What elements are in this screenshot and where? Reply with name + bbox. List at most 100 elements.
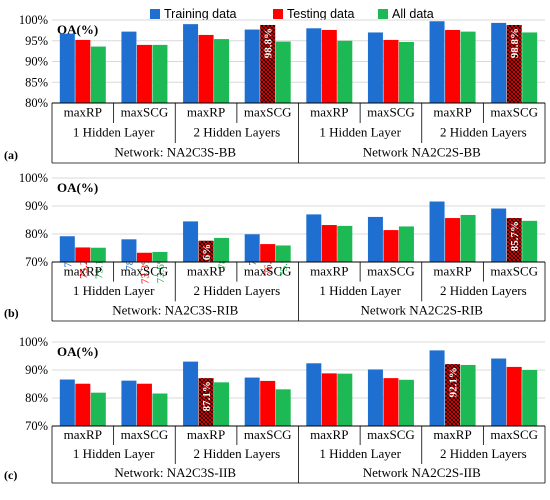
bar (398, 41, 414, 103)
data-label: 83.1% (278, 392, 290, 420)
bar (275, 41, 291, 103)
x-tick-label: maxSCG (490, 263, 538, 278)
data-label: 99.7% (432, 24, 444, 52)
data-label: 91.6% (432, 205, 444, 233)
bar (152, 393, 168, 426)
bar (337, 40, 353, 103)
bar (244, 377, 260, 426)
bar (121, 380, 137, 426)
data-label: 75.9% (278, 248, 290, 276)
bar (506, 366, 522, 426)
x-tick-label: maxSCG (244, 427, 292, 442)
bar (367, 216, 383, 262)
data-label: 98.8% (509, 28, 521, 58)
bar (321, 373, 337, 426)
y-tick-label: 70% (25, 419, 48, 433)
data-label: 82.7% (401, 229, 413, 257)
bar (383, 378, 399, 426)
network-label: Network: NA2C3S-IIB (114, 465, 236, 480)
bar (183, 361, 199, 426)
x-tick-label: maxRP (310, 427, 348, 442)
bar (337, 225, 353, 262)
network-label: Network NA2C2S-BB (363, 145, 481, 160)
legend-swatch (378, 9, 388, 19)
x-tick-label: maxRP (64, 427, 102, 442)
bar (506, 218, 522, 262)
bar (136, 252, 152, 262)
data-label: 81.6% (155, 397, 167, 425)
y-tick-label: 80% (25, 391, 48, 405)
data-label: 87.0% (309, 217, 321, 245)
y-tick-label: 100% (19, 335, 48, 349)
data-label: 83.2% (324, 228, 336, 256)
y-tick-label: 80% (25, 96, 48, 110)
data-label: 98.8% (263, 28, 275, 58)
data-label: 97.2% (124, 35, 136, 63)
x-tick-label: maxSCG (490, 105, 538, 120)
data-label: 86.2% (124, 384, 136, 412)
bar (429, 350, 445, 426)
x-tick-label: maxRP (433, 263, 471, 278)
group-label: 1 Hidden Layer (73, 446, 155, 461)
data-label: 79.9% (247, 237, 259, 265)
data-label: 98.0% (309, 31, 321, 59)
panel-label: (b) (4, 306, 19, 320)
bar (198, 34, 214, 103)
bar (398, 379, 414, 426)
data-label: 94.0% (155, 48, 167, 76)
bar (491, 22, 507, 104)
bar (75, 383, 91, 426)
data-label: 90.0% (525, 373, 537, 401)
bar (75, 247, 91, 262)
data-label: 96.7% (62, 37, 74, 65)
bar (337, 373, 353, 426)
bar (244, 29, 260, 104)
data-label: 94.1% (494, 362, 506, 390)
bar (460, 214, 476, 262)
data-label: 97.6% (324, 33, 336, 61)
data-label: 89.1% (494, 212, 506, 240)
bar (90, 46, 106, 103)
data-label: 95.0% (340, 44, 352, 72)
bar (59, 379, 75, 426)
x-tick-label: maxRP (433, 105, 471, 120)
data-label: 79.2% (62, 239, 74, 267)
data-label: 86.1% (370, 220, 382, 248)
legend: Training data Testing data All data (150, 7, 434, 21)
data-label: 86.5% (401, 383, 413, 411)
group-label: 2 Hidden Layers (194, 125, 281, 140)
data-label: 85.7% (509, 221, 521, 251)
bar (244, 234, 260, 262)
bar (306, 214, 322, 262)
bar (198, 378, 214, 426)
bar (306, 28, 322, 103)
y-tick-label: 85% (25, 75, 48, 89)
bar (321, 225, 337, 262)
chart-panel: 70%80%90%100%OA(%)79.2% 75.2% 75.1% 78.1% 73… (4, 171, 546, 322)
bar (398, 226, 414, 262)
data-label: 81.4% (386, 233, 398, 261)
bar (75, 39, 91, 103)
data-label: 86.8% (463, 218, 475, 246)
data-label: 94.8% (278, 45, 290, 73)
bar (214, 382, 230, 426)
x-tick-label: maxRP (187, 427, 225, 442)
data-label: 90.2% (370, 372, 382, 400)
x-tick-label: maxRP (64, 105, 102, 120)
data-label: 97.6% (448, 33, 460, 61)
group-label: 2 Hidden Layers (440, 283, 527, 298)
bar (183, 221, 199, 262)
data-label: 76.4% (263, 247, 275, 275)
x-tick-label: maxRP (187, 263, 225, 278)
bar (321, 29, 337, 103)
bar (367, 369, 383, 426)
bar (429, 201, 445, 262)
bar (136, 383, 152, 426)
data-label: 85.1% (139, 387, 151, 415)
bar (275, 389, 291, 426)
x-tick-label: maxSCG (121, 105, 169, 120)
bar (59, 236, 75, 262)
data-label: 85.6% (217, 385, 229, 413)
data-label: 88.7% (340, 377, 352, 405)
y-tick-label: 100% (19, 13, 48, 27)
